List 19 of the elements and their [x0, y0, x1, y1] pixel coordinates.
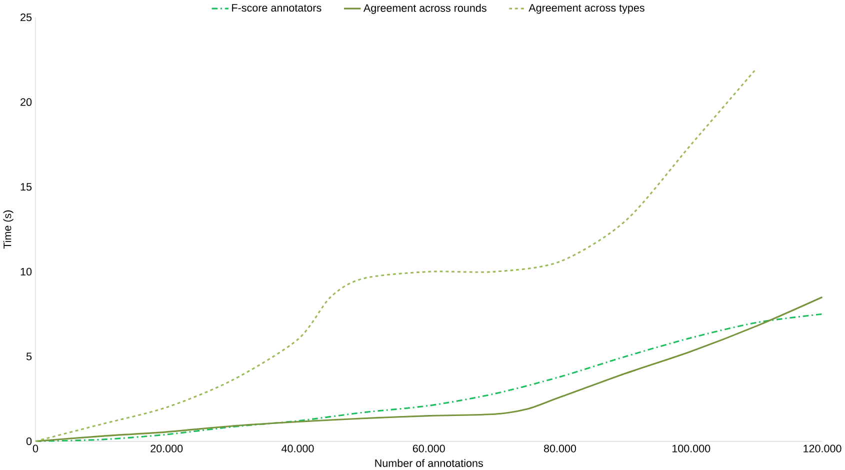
- y-tick-label: 15: [20, 183, 32, 191]
- x-tick-label: 40.000: [282, 444, 314, 452]
- x-tick-label: 120.000: [804, 444, 842, 452]
- y-tick-label: 0: [26, 437, 32, 445]
- y-tick-label: 5: [26, 352, 32, 360]
- legend-label: F-score annotators: [232, 4, 322, 12]
- y-tick-label: 25: [20, 13, 32, 21]
- legend-label: Agreement across rounds: [363, 4, 486, 14]
- x-tick-label: 100.000: [672, 444, 710, 452]
- x-tick-label: 0: [32, 444, 38, 452]
- line-series: [34, 67, 758, 442]
- x-axis-title: Number of annotations: [375, 458, 483, 467]
- y-tick-label: 10: [20, 268, 32, 276]
- x-tick-label: 20.000: [150, 444, 183, 452]
- x-tick-label: 60.000: [412, 444, 445, 452]
- y-axis-title: Time (s): [3, 210, 14, 248]
- legend-label: Agreement across types: [528, 4, 644, 14]
- y-tick-label: 20: [20, 98, 32, 106]
- x-tick-label: 80.000: [544, 444, 576, 452]
